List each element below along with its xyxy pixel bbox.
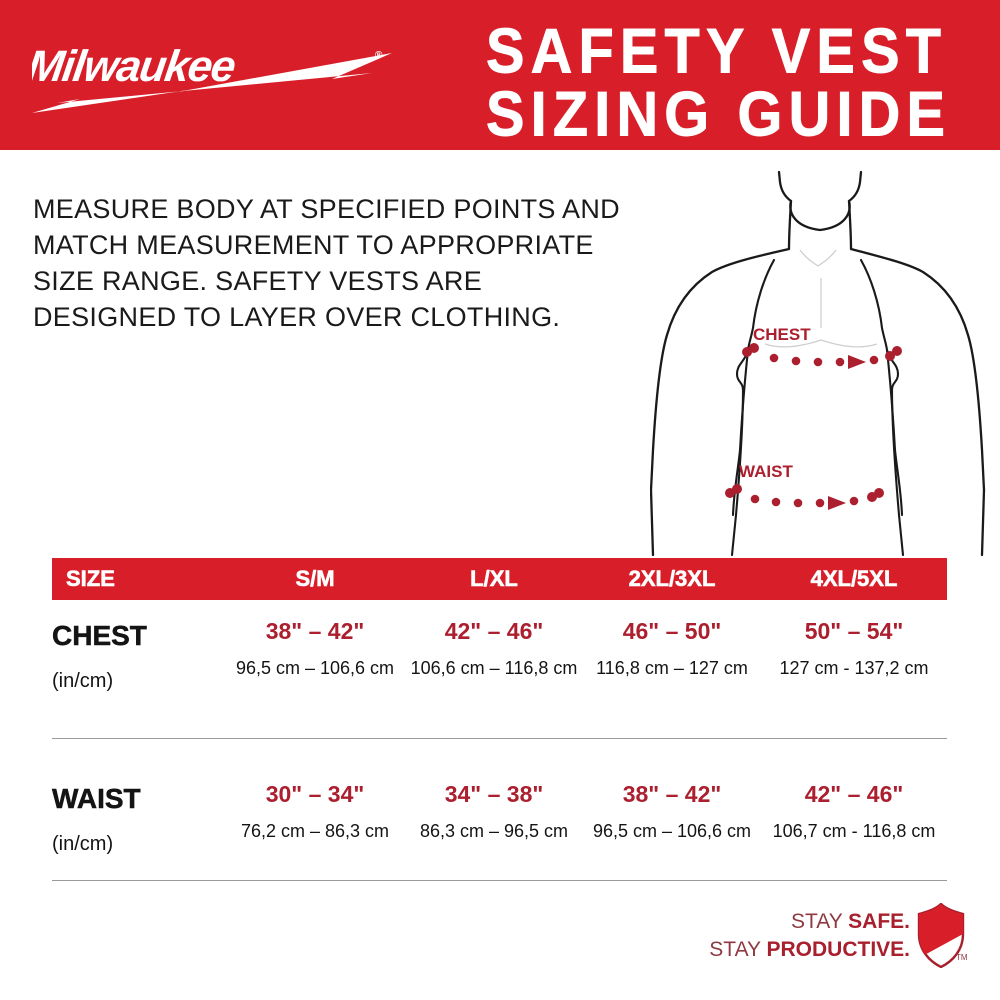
svg-text:WAIST: WAIST [739,462,793,481]
svg-text:CHEST: CHEST [753,325,811,344]
svg-text:Milwaukee: Milwaukee [32,42,238,91]
